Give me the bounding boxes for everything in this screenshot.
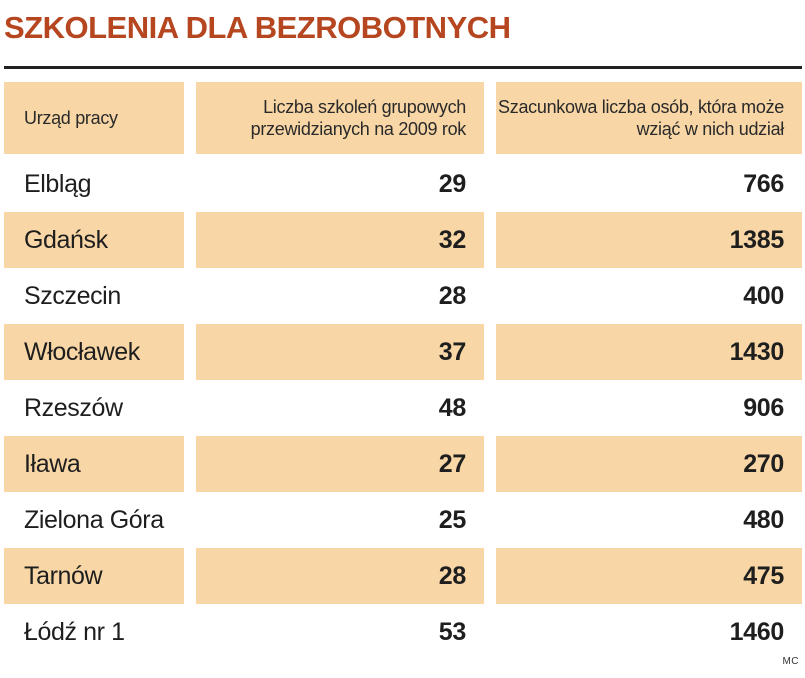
- table-row: Szczecin 28 400: [4, 268, 802, 324]
- participants-value-cell: 1385: [496, 212, 802, 268]
- data-table: Urząd pracy Liczba szkoleń grupowych prz…: [4, 82, 802, 660]
- trainings-value: 53: [438, 617, 467, 646]
- header-row: Urząd pracy Liczba szkoleń grupowych prz…: [4, 82, 802, 154]
- office-name-cell: Tarnów: [4, 548, 184, 604]
- office-name-cell: Gdańsk: [4, 212, 184, 268]
- participants-value-cell: 1460: [496, 604, 802, 660]
- participants-value: 1430: [729, 337, 785, 366]
- participants-value-cell: 766: [496, 156, 802, 212]
- office-name: Łódź nr 1: [24, 617, 125, 646]
- participants-value: 480: [743, 505, 784, 534]
- participants-value-cell: 270: [496, 436, 802, 492]
- participants-value: 1460: [729, 617, 785, 646]
- table-row: Łódź nr 1 53 1460: [4, 604, 802, 660]
- table-row: Iława 27 270: [4, 436, 802, 492]
- trainings-value-cell: 32: [196, 212, 484, 268]
- trainings-value-cell: 27: [196, 436, 484, 492]
- trainings-value-cell: 53: [196, 604, 484, 660]
- table-row: Włocławek 37 1430: [4, 324, 802, 380]
- office-name-cell: Szczecin: [4, 268, 184, 324]
- office-name: Iława: [24, 449, 81, 478]
- office-name-cell: Iława: [4, 436, 184, 492]
- chart-title: SZKOLENIA DLA BEZROBOTNYCH: [4, 10, 511, 45]
- table-row: Tarnów 28 475: [4, 548, 802, 604]
- trainings-value-cell: 37: [196, 324, 484, 380]
- participants-value-cell: 400: [496, 268, 802, 324]
- table-row: Gdańsk 32 1385: [4, 212, 802, 268]
- trainings-value-cell: 29: [196, 156, 484, 212]
- participants-value-cell: 475: [496, 548, 802, 604]
- participants-value-cell: 1430: [496, 324, 802, 380]
- header-participants: Szacunkowa liczba osób, która może wziąć…: [496, 82, 802, 154]
- participants-value: 1385: [729, 225, 785, 254]
- participants-value: 475: [743, 561, 784, 590]
- participants-value: 270: [743, 449, 784, 478]
- participants-value: 906: [743, 393, 784, 422]
- office-name-cell: Zielona Góra: [4, 492, 184, 548]
- office-name: Tarnów: [24, 561, 103, 590]
- participants-value-cell: 906: [496, 380, 802, 436]
- office-name: Szczecin: [24, 281, 121, 310]
- trainings-value: 48: [438, 393, 467, 422]
- table-row: Elbląg 29 766: [4, 156, 802, 212]
- office-name-cell: Włocławek: [4, 324, 184, 380]
- office-name-cell: Rzeszów: [4, 380, 184, 436]
- participants-value-cell: 480: [496, 492, 802, 548]
- office-name: Zielona Góra: [24, 505, 164, 534]
- office-name: Gdańsk: [24, 225, 108, 254]
- trainings-value: 32: [438, 225, 467, 254]
- trainings-value-cell: 48: [196, 380, 484, 436]
- office-name: Elbląg: [24, 169, 92, 198]
- office-name: Włocławek: [24, 337, 140, 366]
- trainings-value: 28: [438, 281, 467, 310]
- table-row: Zielona Góra 25 480: [4, 492, 802, 548]
- participants-value: 400: [743, 281, 784, 310]
- trainings-value: 25: [438, 505, 467, 534]
- trainings-value: 29: [438, 169, 467, 198]
- trainings-value: 27: [438, 449, 467, 478]
- office-name-cell: Elbląg: [4, 156, 184, 212]
- title-rule: [4, 66, 802, 69]
- trainings-value: 28: [438, 561, 467, 590]
- trainings-value-cell: 25: [196, 492, 484, 548]
- trainings-value: 37: [438, 337, 467, 366]
- source-credit: MC: [782, 656, 799, 667]
- office-name-cell: Łódź nr 1: [4, 604, 184, 660]
- trainings-value-cell: 28: [196, 548, 484, 604]
- participants-value: 766: [743, 169, 784, 198]
- table-row: Rzeszów 48 906: [4, 380, 802, 436]
- office-name: Rzeszów: [24, 393, 123, 422]
- trainings-value-cell: 28: [196, 268, 484, 324]
- header-trainings: Liczba szkoleń grupowych przewidzianych …: [196, 82, 484, 154]
- header-office: Urząd pracy: [4, 82, 184, 154]
